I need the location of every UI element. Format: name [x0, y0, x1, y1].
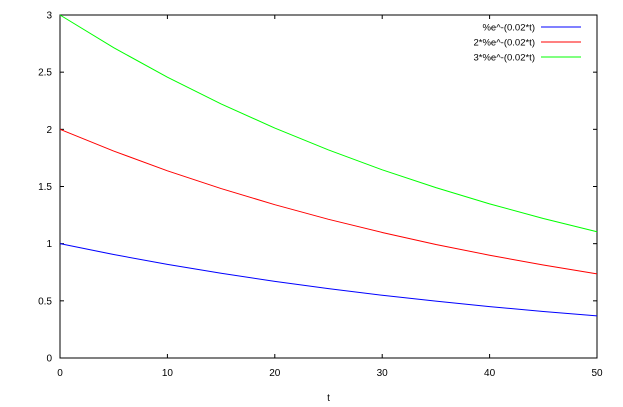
x-axis-title: t [327, 393, 330, 404]
ticks-layer: 0 10 20 30 40 50 0 0.5 1 1.5 2 2.5 3 [38, 11, 603, 380]
series-layer [59, 14, 598, 317]
legend: %e^-(0.02*t) 2*%e^-(0.02*t) 3*%e^-(0.02*t) [474, 23, 581, 64]
legend-label: 2*%e^-(0.02*t) [474, 38, 536, 49]
y-tick-label: 2.5 [38, 68, 52, 79]
x-tick-label: 40 [484, 368, 496, 379]
series-line-3 [59, 14, 598, 233]
y-tick-label: 1 [46, 239, 52, 250]
x-tick-label: 30 [377, 368, 389, 379]
plot-area [59, 14, 598, 359]
x-tick-label: 20 [269, 368, 281, 379]
series-line-1 [59, 243, 598, 317]
y-tick-label: 2 [46, 125, 52, 136]
series-line-2 [59, 128, 598, 275]
x-tick-label: 0 [57, 368, 63, 379]
y-tick-label: 1.5 [38, 182, 52, 193]
y-tick-label: 0.5 [38, 296, 52, 307]
x-tick-label: 50 [591, 368, 603, 379]
legend-label: 3*%e^-(0.02*t) [474, 53, 536, 64]
legend-label: %e^-(0.02*t) [482, 23, 535, 34]
x-tick-label: 10 [162, 368, 174, 379]
y-tick-label: 0 [46, 354, 52, 365]
y-tick-label: 3 [46, 11, 52, 22]
